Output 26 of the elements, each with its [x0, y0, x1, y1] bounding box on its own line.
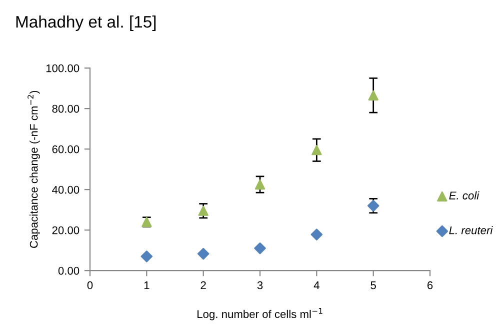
legend-label: E. coli [449, 191, 480, 200]
y-axis-title: Capacitance change (-nF cm$^{−2}$) [28, 90, 40, 248]
point [254, 242, 266, 254]
chart-title: Mahadhy et al. [15] [16, 15, 156, 32]
x-tick-label: 2 [200, 281, 206, 290]
y-tick-label: 80.00 [52, 104, 80, 113]
x-tick-label: 3 [257, 281, 263, 290]
y-tick-label: 60.00 [52, 145, 80, 154]
y-tick-label: 100.00 [46, 64, 80, 72]
y-tick-label: 0.00 [58, 266, 80, 275]
y-tick-label: 20.00 [52, 226, 80, 234]
point [140, 250, 153, 262]
point [198, 206, 208, 216]
x-tick-label: 6 [427, 281, 433, 290]
point [197, 248, 210, 260]
point [312, 144, 322, 156]
point [310, 228, 323, 240]
x-axis-title: Log. number of cells ml$^{−1}$ [198, 308, 322, 320]
point [254, 179, 266, 190]
x-tick-label: 0 [87, 281, 93, 290]
x-tick-label: 5 [370, 281, 376, 290]
legend-label: L. reuteri [449, 226, 493, 234]
x-tick-label: 1 [144, 281, 150, 290]
x-tick-label: 4 [314, 281, 320, 290]
point [368, 90, 378, 100]
y-tick-label: 40.00 [52, 186, 80, 194]
